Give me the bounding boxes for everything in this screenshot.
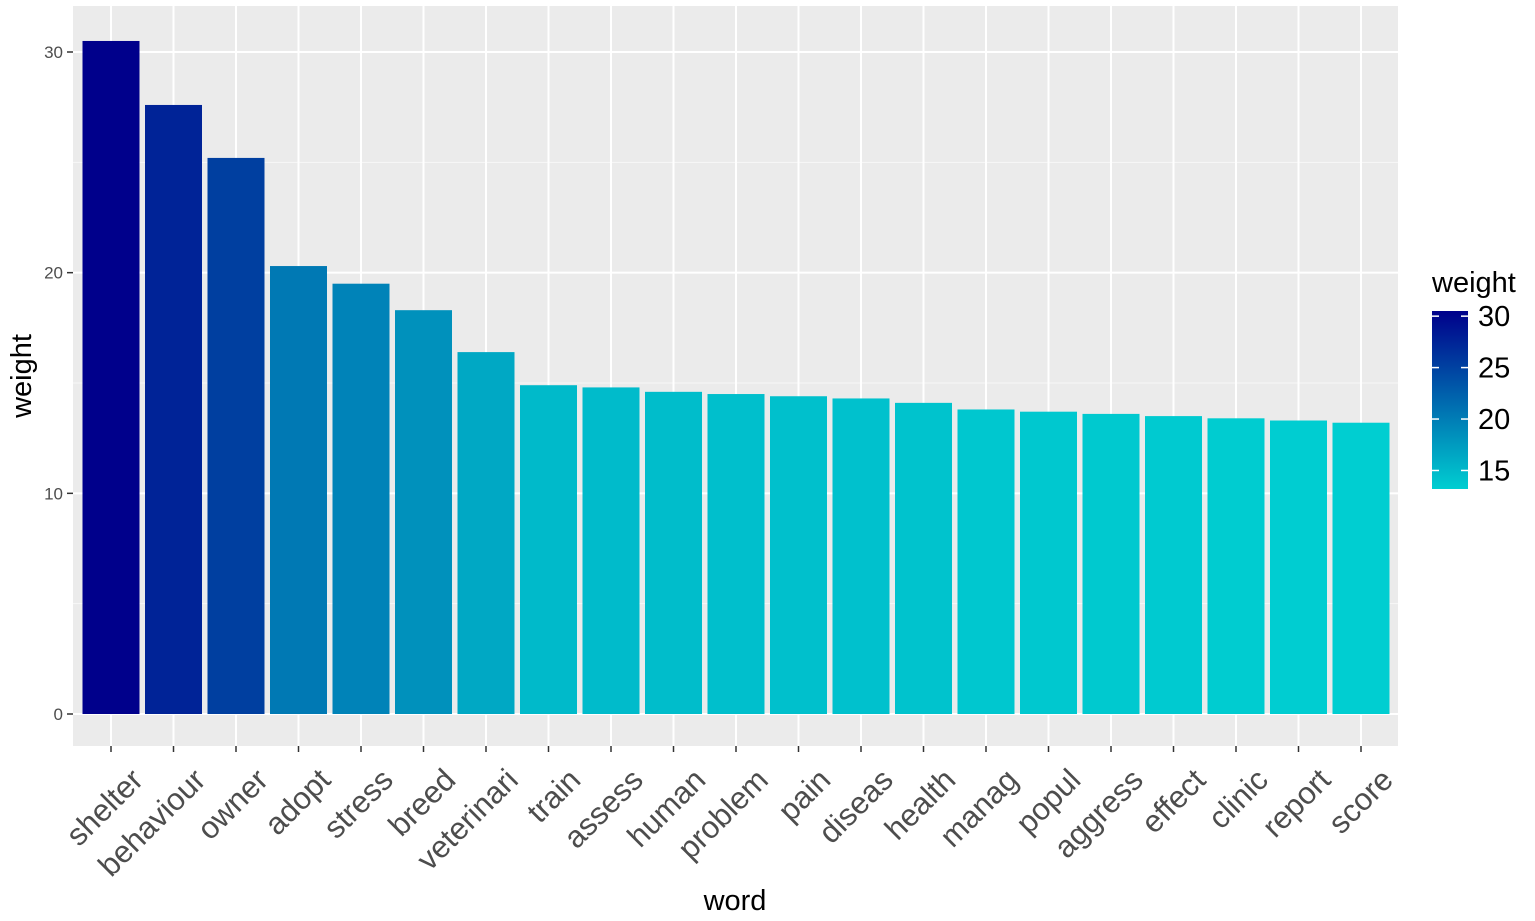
- x-tick-label: report: [1255, 762, 1337, 844]
- legend-title: weight: [1431, 267, 1516, 299]
- bar-clinic: [1207, 418, 1265, 714]
- y-tick-label: 10: [44, 484, 63, 503]
- bar-popul: [1020, 411, 1077, 714]
- bar-train: [520, 385, 577, 714]
- bar-human: [645, 391, 702, 714]
- bar-owner: [207, 157, 265, 715]
- bar-manag: [957, 409, 1015, 714]
- x-tick-label: stress: [317, 762, 400, 845]
- bar-breed: [395, 310, 452, 714]
- x-axis-title: word: [703, 885, 767, 917]
- bar-diseas: [832, 398, 890, 714]
- y-tick-label: 0: [54, 705, 63, 724]
- bar-veterinari: [457, 352, 515, 714]
- x-tick-label: effect: [1134, 762, 1212, 840]
- legend-label: 20: [1478, 404, 1510, 436]
- bar-stress: [332, 283, 390, 714]
- y-axis-title: weight: [6, 334, 38, 419]
- legend-label: 15: [1478, 455, 1510, 487]
- legend: weight 30 25 20 15: [1431, 267, 1516, 489]
- bar-report: [1270, 420, 1327, 714]
- bar-problem: [707, 394, 765, 714]
- bar-pain: [770, 396, 827, 714]
- legend-label: 25: [1478, 353, 1510, 385]
- bar-adopt: [270, 266, 327, 714]
- y-axis: 0 10 20 30: [44, 43, 73, 724]
- x-tick-label: score: [1321, 762, 1399, 840]
- bars: [82, 40, 1390, 715]
- bar-health: [895, 402, 952, 714]
- y-tick-label: 30: [44, 43, 63, 62]
- bar-aggress: [1082, 413, 1140, 714]
- x-axis: shelterbehaviourowneradoptstressbreedvet…: [59, 746, 1400, 883]
- legend-colorbar: [1432, 311, 1468, 489]
- x-tick-label: owner: [190, 762, 274, 846]
- bar-score: [1332, 422, 1390, 714]
- bar-behaviour: [145, 104, 202, 714]
- bar-shelter: [82, 40, 140, 714]
- y-tick-label: 20: [44, 264, 63, 283]
- legend-label: 30: [1478, 301, 1510, 333]
- bar-effect: [1145, 416, 1202, 714]
- bar-assess: [582, 387, 640, 714]
